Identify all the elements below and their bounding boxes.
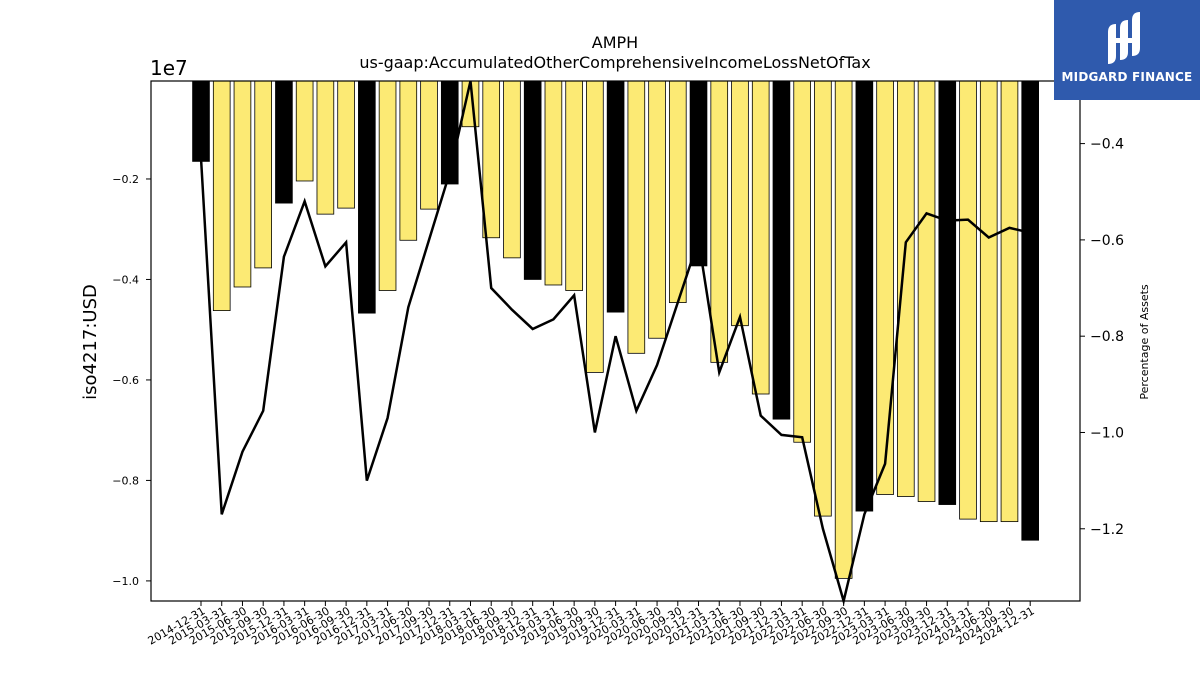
bar-2016-03-31 (295, 80, 314, 182)
chart-title: AMPH (592, 33, 638, 52)
bar-2019-06-30 (565, 80, 583, 291)
bar-2023-03-31 (876, 80, 894, 495)
y2-axis-label: Percentage of Assets (1138, 284, 1151, 400)
bar-2024-03-31 (959, 80, 977, 520)
bar-2021-06-30 (731, 80, 749, 327)
logo-text: MIDGARD FINANCE (1061, 70, 1193, 84)
y2-tick-label: −1.0 (1090, 425, 1124, 441)
y-tick-label: −1.0 (112, 575, 139, 588)
bar-2021-12-31 (772, 80, 791, 420)
bar-2020-03-31 (627, 80, 646, 354)
y2-tick-label: −1.2 (1090, 522, 1124, 538)
bar-2018-09-30 (503, 80, 521, 259)
bar-2015-03-31 (212, 80, 231, 312)
brand-logo: MIDGARD FINANCE (1054, 0, 1200, 100)
bar-2022-09-30 (834, 80, 853, 579)
bar-2017-03-31 (378, 80, 397, 291)
y-axis-label: iso4217:USD (80, 284, 101, 400)
bar-2021-09-30 (751, 80, 770, 395)
bar-2016-09-30 (337, 80, 355, 209)
bar-2015-12-31 (275, 80, 293, 204)
bar-2016-12-31 (358, 80, 376, 314)
bar-2014-12-31 (192, 80, 210, 162)
bar-2019-09-30 (586, 80, 604, 373)
bar-2022-12-31 (855, 80, 874, 512)
bar-2019-12-31 (606, 80, 625, 313)
y-multiplier-label: 1e7 (150, 56, 188, 80)
bar-2022-03-31 (793, 80, 811, 443)
bar-2019-03-31 (544, 80, 563, 286)
bar-2020-09-30 (668, 80, 687, 303)
bar-2015-06-30 (233, 80, 252, 288)
y2-tick-label: −0.6 (1090, 233, 1124, 249)
midgard-logo-icon (1108, 12, 1140, 64)
y-tick-label: −0.6 (112, 374, 139, 387)
y2-tick-label: −0.8 (1090, 329, 1124, 345)
bar-2020-06-30 (648, 80, 666, 339)
bars-group (192, 80, 1039, 579)
bar-2018-12-31 (523, 80, 542, 280)
bar-2020-12-31 (689, 80, 708, 267)
bar-2023-09-30 (917, 80, 936, 502)
line-group (199, 80, 1031, 606)
percentage-of-assets-line (199, 80, 1031, 606)
bar-2023-06-30 (897, 80, 915, 497)
bar-2024-12-31 (1021, 80, 1039, 541)
y-tick-label: −0.4 (112, 273, 139, 286)
y-tick-label: −0.8 (112, 474, 139, 487)
bar-2023-12-31 (938, 80, 957, 505)
axes-group: −0.2 −0.4 −0.6 −0.8 −1.0 −0.4 −0.6 −0.8 −1.0 −1.2… (112, 80, 1124, 648)
y2-tick-label: −0.4 (1090, 137, 1124, 153)
bar-2024-09-30 (1000, 80, 1019, 523)
bar-2018-06-30 (482, 80, 501, 239)
bar-2021-03-31 (710, 80, 729, 363)
bar-2024-06-30 (979, 80, 998, 523)
bar-2017-06-30 (399, 80, 418, 241)
bar-2016-06-30 (316, 80, 335, 215)
chart-subtitle: us-gaap:AccumulatedOtherComprehensiveInc… (359, 53, 870, 72)
bar-2015-09-30 (254, 80, 272, 269)
bar-2022-06-30 (814, 80, 832, 517)
y-tick-label: −0.2 (112, 173, 139, 186)
bar-2017-09-30 (420, 80, 438, 210)
